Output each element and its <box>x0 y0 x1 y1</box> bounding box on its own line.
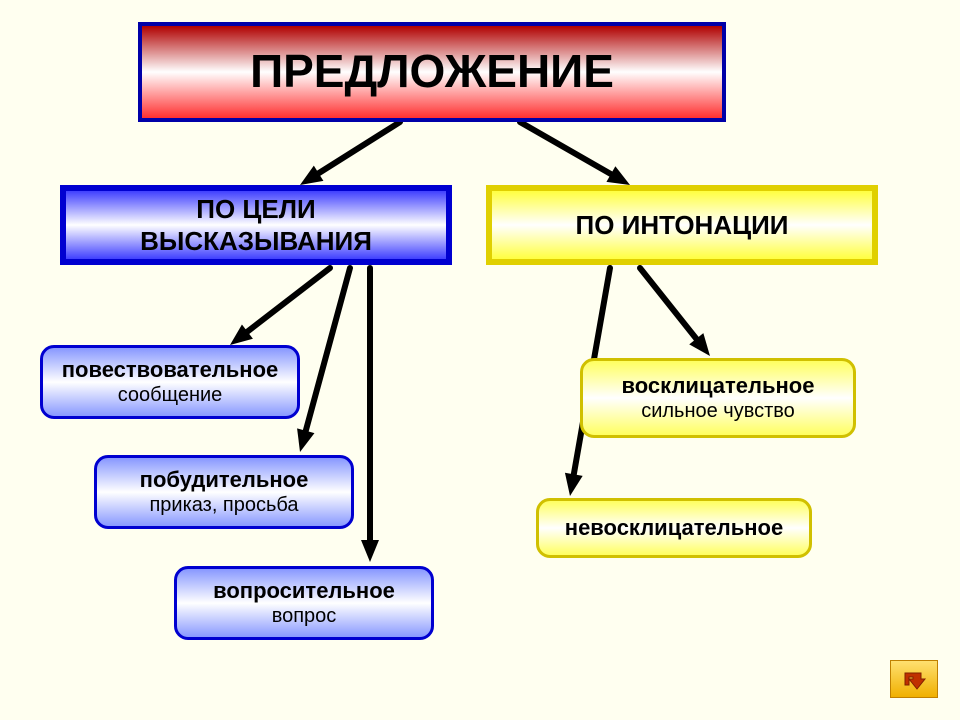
category-line2: ВЫСКАЗЫВАНИЯ <box>140 225 372 258</box>
leaf-imperative: побудительноеприказ, просьба <box>94 455 354 529</box>
leaf-declarative: повествовательноесообщение <box>40 345 300 419</box>
leaf-title: вопросительное <box>213 577 395 605</box>
leaf-sub: приказ, просьба <box>149 493 298 518</box>
category-line1: ПО ИНТОНАЦИИ <box>576 209 789 242</box>
leaf-nonexclamatory: невосклицательное <box>536 498 812 558</box>
title-text: ПРЕДЛОЖЕНИЕ <box>250 43 614 101</box>
leaf-title: повествовательное <box>62 356 279 384</box>
title-box: ПРЕДЛОЖЕНИЕ <box>138 22 726 122</box>
leaf-sub: сильное чувство <box>641 399 795 424</box>
category-goal: ПО ЦЕЛИВЫСКАЗЫВАНИЯ <box>60 185 452 265</box>
leaf-exclamatory: восклицательноесильное чувство <box>580 358 856 438</box>
return-icon <box>899 667 929 691</box>
leaf-title: побудительное <box>140 466 309 494</box>
nav-return-button[interactable] <box>890 660 938 698</box>
leaf-sub: вопрос <box>272 604 337 629</box>
category-line1: ПО ЦЕЛИ <box>196 193 315 226</box>
leaf-title: невосклицательное <box>565 514 783 542</box>
leaf-sub: сообщение <box>118 383 223 408</box>
leaf-interrogative: вопросительноевопрос <box>174 566 434 640</box>
leaf-title: восклицательное <box>622 372 815 400</box>
category-intonation: ПО ИНТОНАЦИИ <box>486 185 878 265</box>
